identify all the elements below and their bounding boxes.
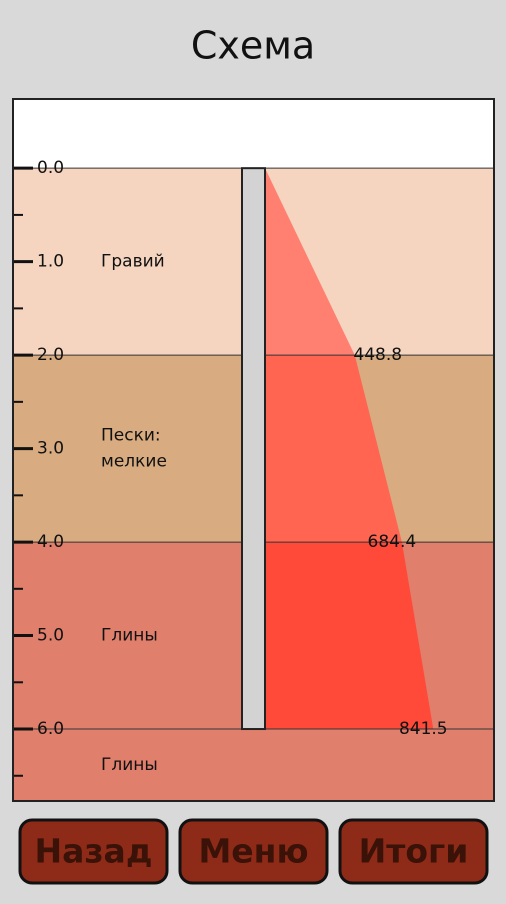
button-label[interactable]: Назад <box>35 832 153 871</box>
title: Схема <box>191 24 315 68</box>
button-label[interactable]: Меню <box>198 832 308 871</box>
scheme-border <box>12 98 495 802</box>
button[interactable] <box>18 818 169 885</box>
pressure-segment <box>265 168 355 356</box>
button[interactable] <box>338 818 489 885</box>
tick-label: 1.0 <box>37 252 64 272</box>
tick-label: 0.0 <box>37 158 64 178</box>
tick-label: 4.0 <box>37 532 64 552</box>
button-label[interactable]: Итоги <box>359 832 469 871</box>
tick-label: 5.0 <box>37 626 64 646</box>
layer-name: Пески: <box>101 426 161 446</box>
pressure-label: 684.4 <box>368 532 417 552</box>
button[interactable] <box>178 818 329 885</box>
tick-label: 3.0 <box>37 439 64 459</box>
layer-name: Гравий <box>101 252 165 272</box>
soil-layer <box>13 729 494 801</box>
pressure-segment <box>265 355 402 543</box>
tick-label: 2.0 <box>37 345 64 365</box>
layer-name: Глины <box>101 755 158 775</box>
pile <box>241 167 266 731</box>
pressure-segment <box>265 542 434 730</box>
tick-label: 6.0 <box>37 719 64 739</box>
layer-name: Глины <box>101 626 158 646</box>
layer-name: мелкие <box>101 452 167 472</box>
pressure-label: 841.5 <box>399 719 448 739</box>
pressure-label: 448.8 <box>353 345 402 365</box>
